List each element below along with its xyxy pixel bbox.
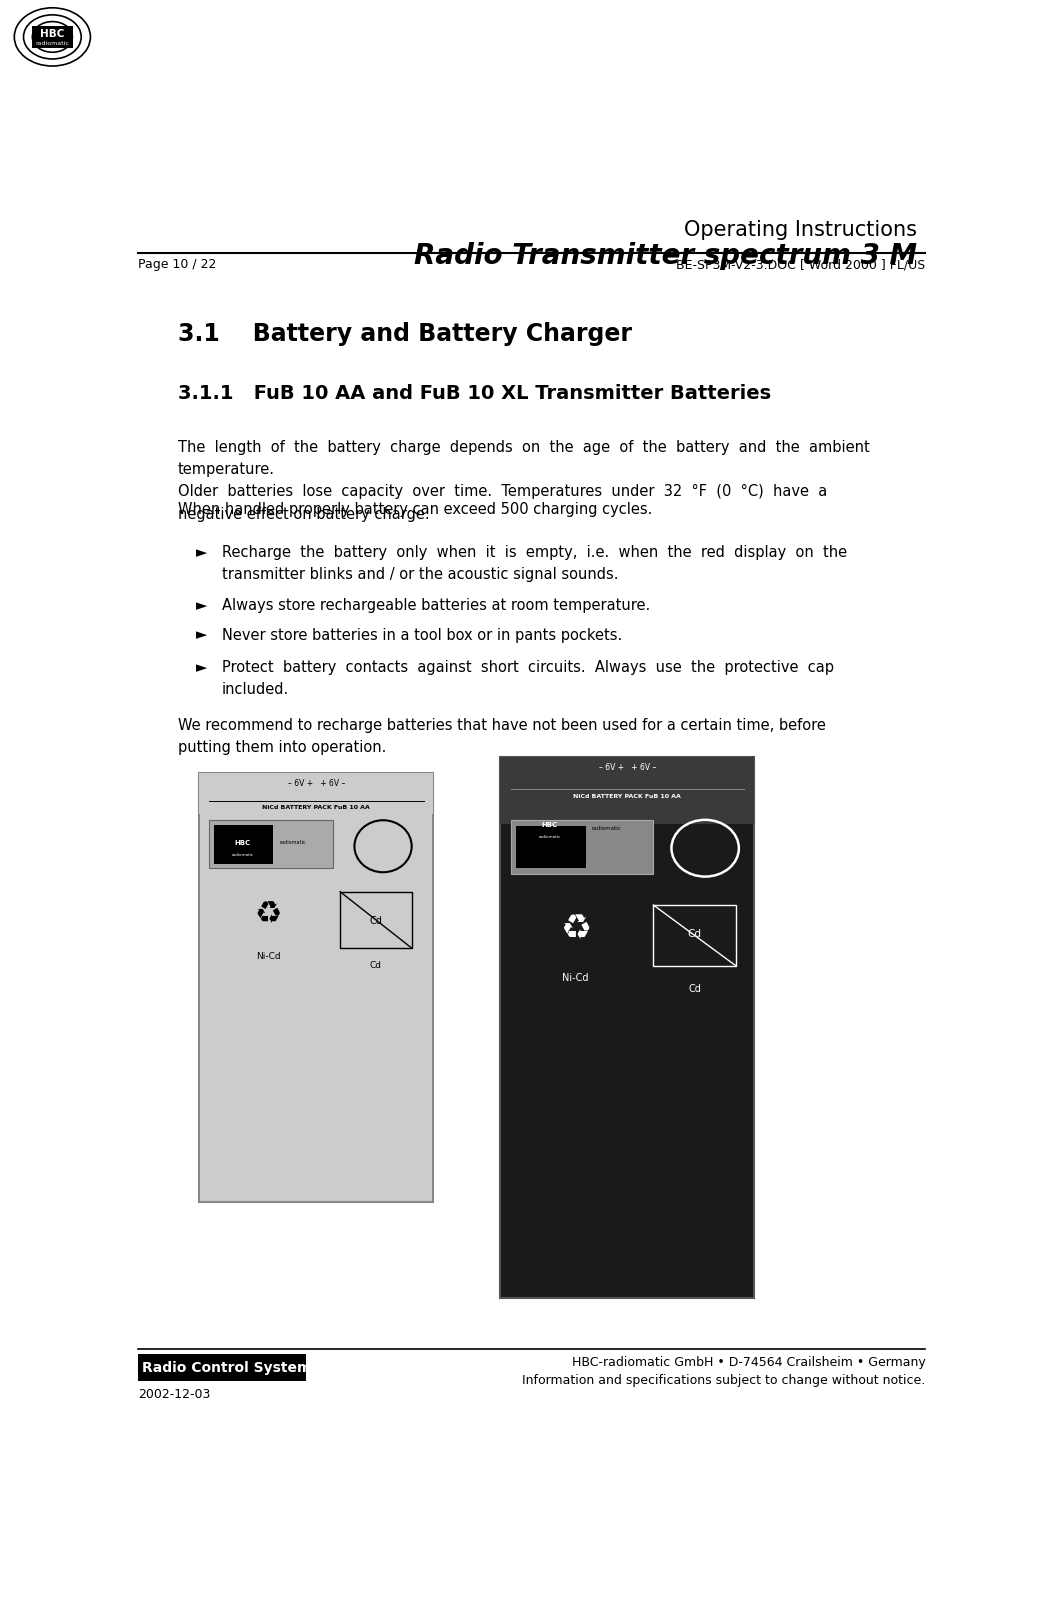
Text: Cd: Cd [689,984,701,993]
Text: HBC: HBC [234,839,250,846]
Text: Information and specifications subject to change without notice.: Information and specifications subject t… [522,1374,925,1387]
Text: The  length  of  the  battery  charge  depends  on  the  age  of  the  battery  : The length of the battery charge depends… [178,440,870,454]
FancyBboxPatch shape [199,772,433,1202]
FancyBboxPatch shape [209,820,333,868]
Text: Cd: Cd [369,915,383,926]
FancyBboxPatch shape [31,26,74,48]
Text: ►: ► [196,544,207,560]
Text: Recharge  the  battery  only  when  it  is  empty,  i.e.  when  the  red  displa: Recharge the battery only when it is emp… [222,544,847,560]
FancyBboxPatch shape [199,772,433,814]
Text: Never store batteries in a tool box or in pants pockets.: Never store batteries in a tool box or i… [222,628,622,642]
Text: 3.1    Battery and Battery Charger: 3.1 Battery and Battery Charger [178,323,632,347]
Text: ►: ► [196,599,207,613]
Text: Cd: Cd [370,961,382,969]
Text: When handled properly battery can exceed 500 charging cycles.: When handled properly battery can exceed… [178,501,652,517]
Text: Ni-Cd: Ni-Cd [562,973,589,982]
Text: putting them into operation.: putting them into operation. [178,740,386,754]
Text: – 6V +   + 6V –: – 6V + + 6V – [287,778,345,788]
Text: Radio Control System: Radio Control System [142,1361,311,1375]
Text: included.: included. [222,682,289,697]
FancyBboxPatch shape [214,825,274,863]
Text: Protect  battery  contacts  against  short  circuits.  Always  use  the  protect: Protect battery contacts against short c… [222,660,834,674]
Text: radiomatic: radiomatic [592,827,621,831]
FancyBboxPatch shape [500,756,755,825]
Text: radiomatic: radiomatic [279,839,306,844]
Text: transmitter blinks and / or the acoustic signal sounds.: transmitter blinks and / or the acoustic… [222,567,618,583]
FancyBboxPatch shape [510,820,653,875]
FancyBboxPatch shape [138,1355,307,1382]
Text: 3.1.1   FuB 10 AA and FuB 10 XL Transmitter Batteries: 3.1.1 FuB 10 AA and FuB 10 XL Transmitte… [178,384,770,403]
Text: – 6V +   + 6V –: – 6V + + 6V – [598,762,656,772]
Text: radiomatic: radiomatic [35,40,69,45]
Text: HBC-radiomatic GmbH • D-74564 Crailsheim • Germany: HBC-radiomatic GmbH • D-74564 Crailsheim… [571,1356,925,1369]
Text: radiomatic: radiomatic [231,852,253,857]
Text: NiCd BATTERY PACK FuB 10 AA: NiCd BATTERY PACK FuB 10 AA [573,793,681,799]
Text: negative effect on battery charge.: negative effect on battery charge. [178,507,429,522]
Text: 2002-12-03: 2002-12-03 [138,1388,211,1401]
Text: ►: ► [196,660,207,674]
Text: ►: ► [196,628,207,642]
Text: temperature.: temperature. [178,462,275,477]
Text: Older  batteries  lose  capacity  over  time.  Temperatures  under  32  °F  (0  : Older batteries lose capacity over time.… [178,485,828,499]
Text: NiCd BATTERY PACK FuB 10 AA: NiCd BATTERY PACK FuB 10 AA [262,806,370,811]
Text: HBC: HBC [40,29,64,39]
FancyBboxPatch shape [516,827,586,868]
Text: Always store rechargeable batteries at room temperature.: Always store rechargeable batteries at r… [222,599,650,613]
Text: BE-SP3M-V2-3.DOC [ Word 2000 ] FL/US: BE-SP3M-V2-3.DOC [ Word 2000 ] FL/US [676,258,925,271]
Text: We recommend to recharge batteries that have not been used for a certain time, b: We recommend to recharge batteries that … [178,717,825,733]
Text: ♻: ♻ [560,912,591,945]
Text: HBC: HBC [541,822,558,828]
FancyBboxPatch shape [500,756,755,1298]
Text: Page 10 / 22: Page 10 / 22 [138,258,216,271]
Text: Ni-Cd: Ni-Cd [256,952,281,961]
Text: ♻: ♻ [255,900,282,929]
Text: Radio Transmitter spectrum 3 M: Radio Transmitter spectrum 3 M [414,242,918,270]
Text: Operating Instructions: Operating Instructions [684,220,918,239]
Text: radiomatic: radiomatic [538,835,561,839]
Text: Cd: Cd [688,929,702,939]
